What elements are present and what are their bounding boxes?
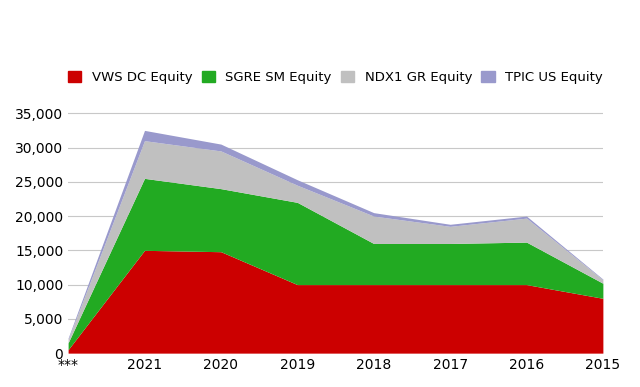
Legend: VWS DC Equity, SGRE SM Equity, NDX1 GR Equity, TPIC US Equity: VWS DC Equity, SGRE SM Equity, NDX1 GR E…	[65, 68, 605, 86]
